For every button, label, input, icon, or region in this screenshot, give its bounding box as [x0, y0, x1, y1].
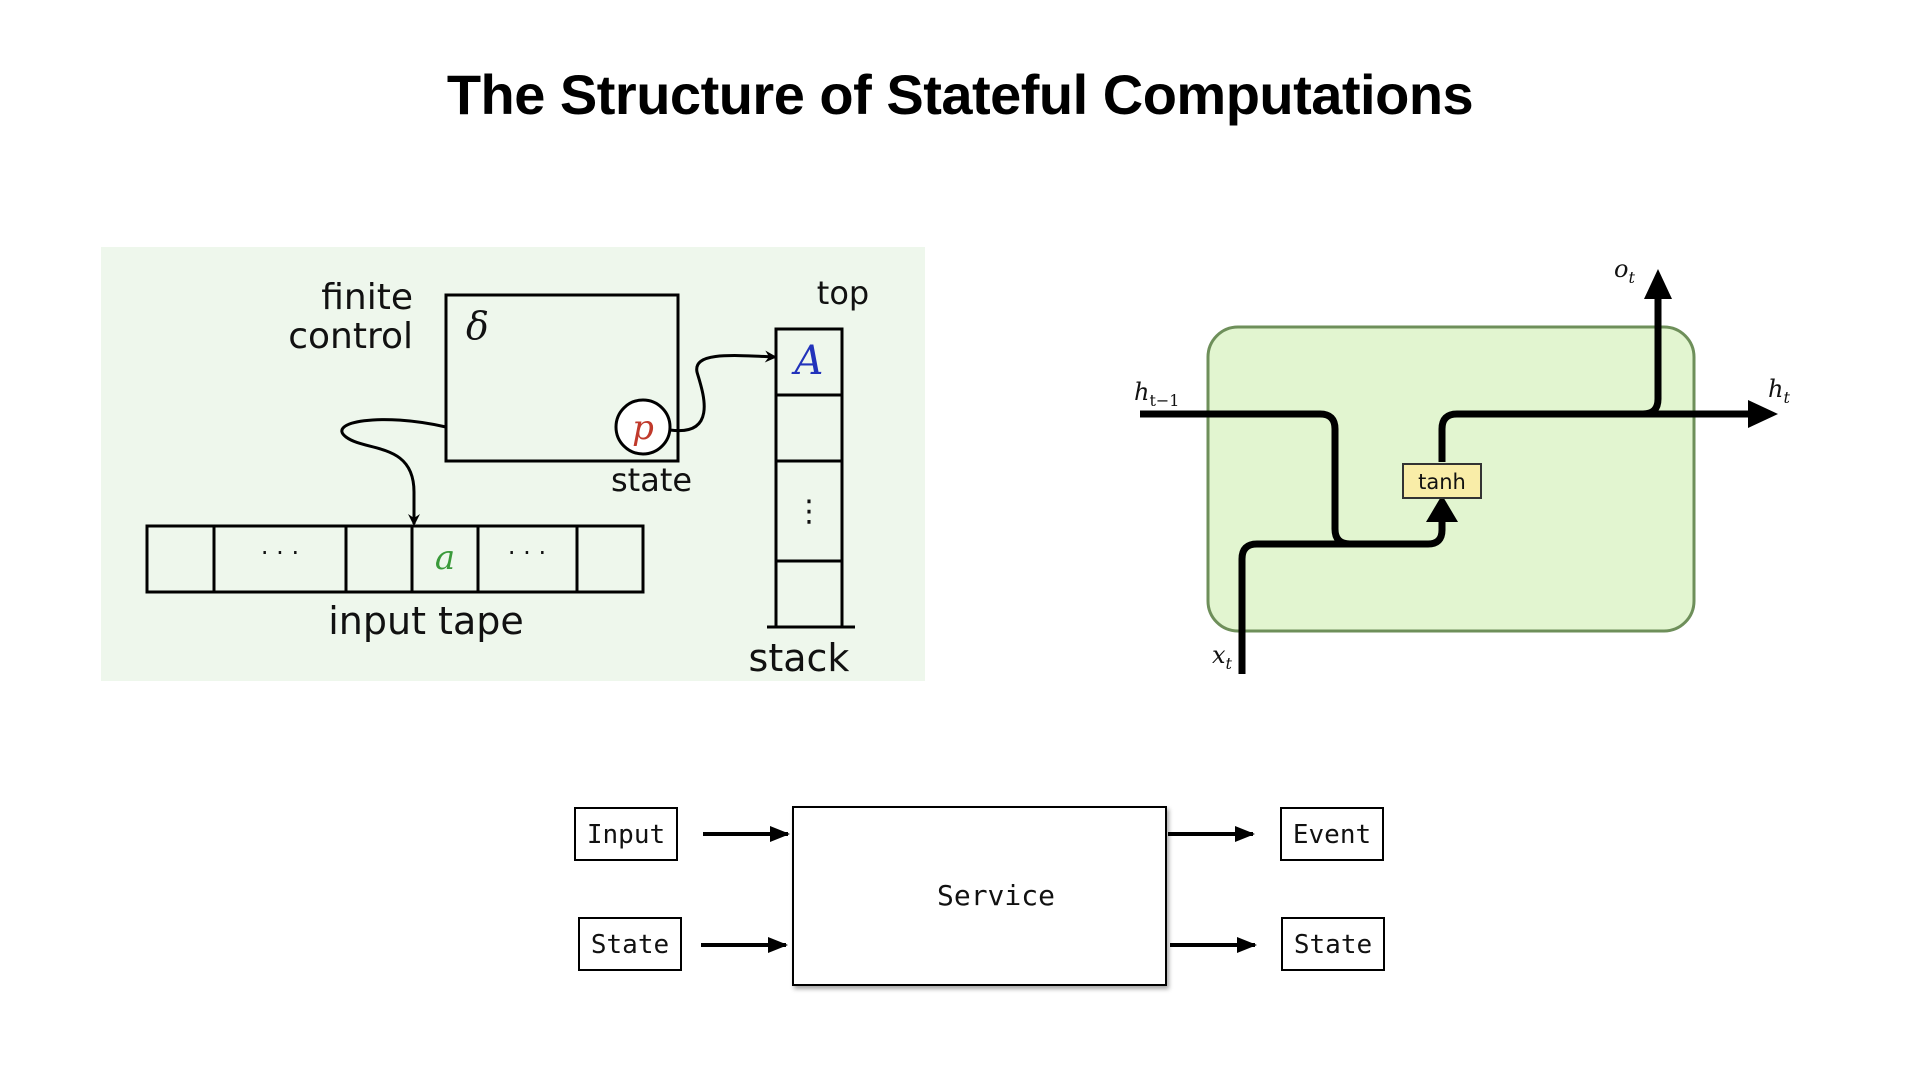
tape-ellipsis-left: · · · — [261, 539, 299, 567]
state-out-label: State — [1294, 930, 1372, 960]
o-output-line — [1642, 297, 1662, 418]
input-label: Input — [587, 820, 665, 850]
service-diagram: Input State Service Event State — [560, 790, 1400, 1010]
stack-top-label: top — [817, 274, 869, 312]
service-box — [792, 806, 1167, 986]
stack-label: stack — [749, 636, 850, 680]
x-input-line — [1238, 512, 1446, 674]
stack-top-symbol: A — [791, 338, 824, 384]
slide-title: The Structure of Stateful Computations — [446, 63, 1474, 126]
h-out-label: ht — [1768, 375, 1790, 407]
state-label: state — [611, 461, 692, 499]
tanh-output-line — [1438, 410, 1748, 462]
input-box — [574, 807, 678, 861]
service-label: Service — [937, 879, 1055, 912]
h-out-arrowhead — [1748, 400, 1778, 428]
pushdown-automaton-diagram: finite control δ p state top A ⋮ stack — [101, 247, 925, 681]
input-tape — [145, 524, 645, 594]
stack — [767, 327, 855, 629]
x-in-label: xt — [1212, 641, 1233, 673]
tanh-label: tanh — [1418, 470, 1466, 494]
finite-control-label-line1: finite — [321, 277, 413, 318]
tanh-input-arrowhead — [1426, 495, 1458, 522]
tanh-box — [1402, 463, 1482, 499]
o-out-label: ot — [1614, 255, 1635, 287]
stack-ellipsis: ⋮ — [794, 494, 824, 529]
event-box — [1280, 807, 1384, 861]
rnn-cell-diagram: tanh ht−1 ht ot xt — [1128, 247, 1790, 681]
control-to-tape-arrow — [340, 418, 447, 526]
state-to-stack-arrow — [669, 350, 777, 433]
tape-symbol: a — [435, 538, 455, 578]
delta-symbol: δ — [466, 304, 489, 348]
o-out-arrowhead — [1644, 269, 1672, 299]
finite-control-label-line2: control — [288, 316, 413, 357]
input-tape-label: input tape — [328, 599, 524, 643]
h-prev-label: ht−1 — [1134, 378, 1179, 410]
state-in-label: State — [591, 930, 669, 960]
state-symbol: p — [632, 408, 654, 448]
finite-control-box — [444, 293, 680, 463]
state-in-box — [578, 917, 682, 971]
event-label: Event — [1293, 820, 1371, 850]
state-out-box — [1281, 917, 1385, 971]
tape-ellipsis-right: · · · — [508, 539, 546, 567]
state-circle — [614, 398, 672, 456]
